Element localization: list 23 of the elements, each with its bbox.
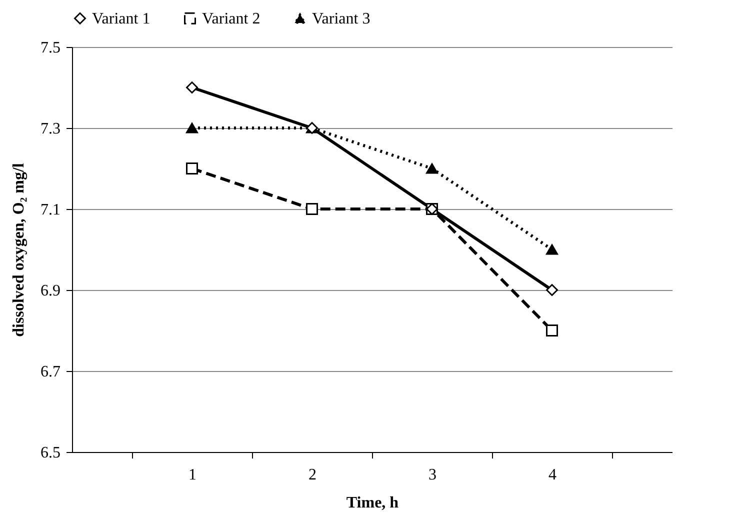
legend-label: Variant 1: [92, 10, 150, 28]
y-axis-title: dissolved oxygen, O₂ mg/l: [10, 162, 28, 337]
point: [546, 324, 558, 336]
x-tick-label: 2: [308, 466, 316, 484]
y-tick-label: 6.9: [40, 282, 60, 300]
point: [186, 122, 198, 134]
point: [546, 244, 558, 255]
point: [546, 284, 558, 296]
point: [306, 203, 318, 215]
y-tick-label: 6.7: [40, 364, 60, 380]
y-tick-label: 7.5: [40, 40, 60, 56]
x-tick-label: 1: [188, 466, 196, 484]
y-tick-label: 7.1: [40, 202, 60, 218]
y-tick-label: 6.5: [40, 444, 60, 462]
x-tick-label: 4: [548, 466, 556, 484]
x-axis-title: Time, h: [346, 494, 399, 512]
point: [186, 162, 198, 174]
x-tick-label: 3: [428, 466, 436, 484]
y-tick-label: 7.3: [40, 120, 60, 138]
point: [426, 163, 438, 174]
legend-label: Variant 2: [202, 10, 260, 28]
point: [186, 82, 198, 94]
legend-label: Variant 3: [312, 10, 370, 28]
